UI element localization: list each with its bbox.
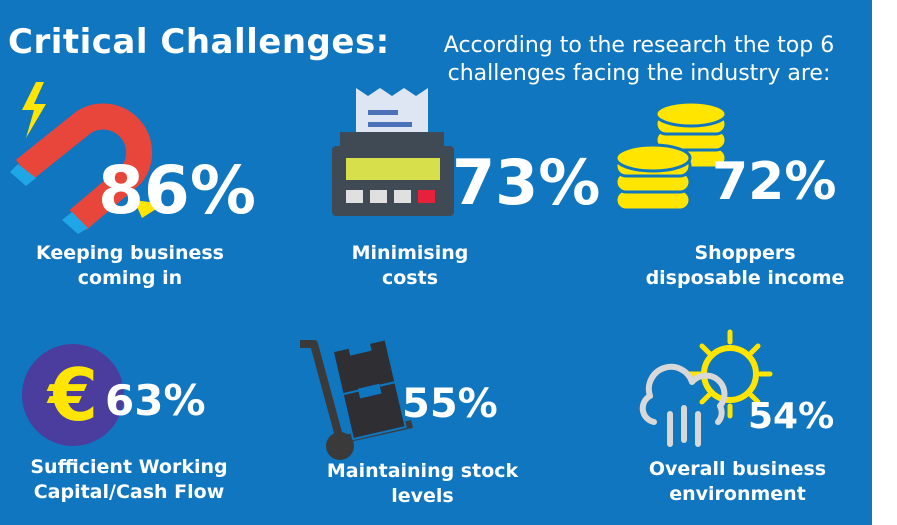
challenge-percent-4: 63%	[105, 376, 206, 425]
challenge-label-2-line-1: Minimising	[351, 242, 469, 264]
challenge-label-5-line-2: levels	[391, 485, 454, 507]
hand-truck-icon	[300, 338, 413, 460]
magnet-icon	[10, 82, 164, 234]
challenge-percent-3: 72%	[712, 152, 837, 212]
challenge-label-6-line-1: Overall business	[648, 458, 827, 480]
challenge-label-6: Overall business environment	[620, 457, 855, 507]
challenge-label-4: Sufficient Working Capital/Cash Flow	[14, 455, 244, 505]
challenge-percent-5: 55%	[402, 381, 498, 427]
page-title: Critical Challenges:	[8, 22, 390, 62]
cash-register-icon	[332, 88, 454, 216]
coins-icon	[614, 100, 728, 212]
challenge-label-1: Keeping business coming in	[10, 241, 250, 291]
euro-icon: €	[22, 344, 124, 446]
svg-text:€: €	[46, 353, 98, 437]
challenge-label-2-line-2: costs	[381, 267, 439, 289]
subtitle-line-2: challenges facing the industry are:	[447, 61, 831, 86]
infographic-panel: Critical Challenges: According to the re…	[0, 0, 872, 525]
challenge-percent-2: 73%	[452, 146, 601, 219]
challenge-label-1-line-1: Keeping business	[36, 242, 224, 264]
challenge-label-4-line-1: Sufficient Working	[30, 456, 228, 478]
challenge-label-2: Minimising costs	[300, 241, 520, 291]
challenge-label-3-line-1: Shoppers	[694, 242, 796, 264]
challenge-label-3: Shoppers disposable income	[630, 241, 860, 291]
challenge-label-6-line-2: environment	[669, 483, 806, 505]
challenge-label-5: Maintaining stock levels	[300, 459, 545, 509]
challenge-label-4-line-2: Capital/Cash Flow	[33, 481, 225, 503]
subtitle-line-1: According to the research the top 6	[443, 33, 835, 58]
challenge-label-1-line-2: coming in	[77, 267, 183, 289]
page-subtitle: According to the research the top 6 chal…	[404, 32, 872, 88]
weather-icon	[639, 329, 773, 447]
challenge-label-5-line-1: Maintaining stock	[326, 460, 519, 482]
challenge-percent-1: 86%	[98, 152, 256, 229]
challenge-label-3-line-2: disposable income	[645, 267, 845, 289]
challenge-percent-6: 54%	[748, 396, 835, 437]
